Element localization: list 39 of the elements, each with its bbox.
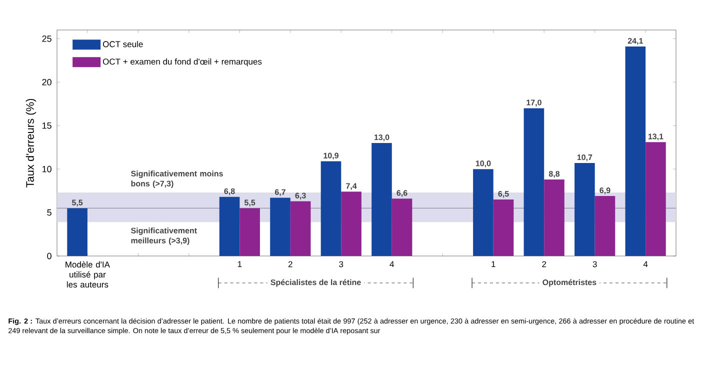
data-label: 7,4: [346, 183, 357, 190]
y-tick-label: 25: [42, 36, 52, 42]
text: Spécialistes de la rétine: [270, 279, 361, 287]
x-tick-label: 1: [492, 261, 496, 268]
annotation: Significativement moins bons (>7,3): [131, 170, 223, 188]
data-label: 13,0: [374, 134, 390, 142]
data-label: 17,0: [526, 100, 542, 107]
x-tick-label: Modèle d'IA utilisé par les auteurs: [66, 261, 110, 288]
text: Optométristes: [542, 279, 596, 287]
x-tick-label: 2: [288, 261, 292, 268]
legend-label: OCT + examen du fond d'œil + remarques: [102, 58, 262, 66]
data-label: 24,1: [628, 38, 643, 45]
data-label: 6,6: [396, 190, 408, 197]
x-tick-label: 4: [643, 261, 648, 268]
y-tick-label: 20: [42, 78, 52, 86]
annotation: Significativement meilleurs (>3,9): [131, 228, 197, 245]
data-label: 10,9: [324, 152, 338, 160]
data-label: 8,8: [548, 170, 560, 178]
y-tick-label: 15: [42, 122, 52, 129]
x-tick-label: 4: [390, 261, 394, 268]
data-label: 6,5: [498, 190, 509, 198]
data-label: 6,9: [600, 187, 610, 194]
x-tick-label: 1: [238, 261, 242, 268]
data-label: 13,1: [648, 134, 664, 140]
data-label: 5,5: [72, 200, 83, 206]
data-label: 10,0: [476, 160, 491, 168]
y-tick-label: 10: [42, 166, 52, 172]
x-tick-label: 3: [592, 261, 597, 268]
data-label: 5,5: [244, 200, 256, 206]
y-tick-label: 0: [47, 252, 52, 260]
y-tick-label: 5: [47, 209, 52, 216]
data-label: 10,7: [577, 154, 592, 162]
data-label: 6,3: [295, 192, 306, 200]
data-label: 6,8: [224, 188, 235, 196]
y-axis-title: Taux d'erreurs (%): [26, 98, 36, 188]
legend-label: OCT seule: [102, 40, 143, 48]
data-label: 6,7: [274, 189, 286, 196]
x-tick-label: 2: [542, 261, 546, 268]
x-tick-label: 3: [339, 261, 344, 268]
